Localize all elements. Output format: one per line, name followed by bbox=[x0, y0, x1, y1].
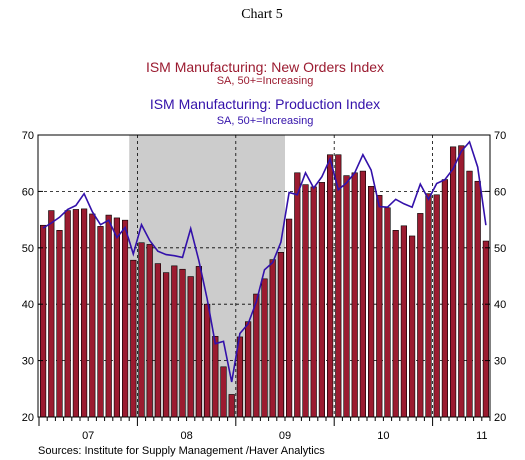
new-orders-bar bbox=[441, 179, 449, 418]
new-orders-bar bbox=[39, 224, 47, 418]
new-orders-bar bbox=[343, 175, 350, 418]
new-orders-bar bbox=[220, 366, 227, 418]
new-orders-bar bbox=[97, 226, 104, 418]
new-orders-bar bbox=[449, 146, 457, 418]
new-orders-bar bbox=[458, 145, 465, 418]
y-tick-label-right: 70 bbox=[494, 130, 506, 142]
new-orders-bar bbox=[163, 272, 170, 418]
y-tick-label-right: 50 bbox=[494, 243, 506, 255]
page-title: Chart 5 bbox=[241, 7, 283, 22]
new-orders-bar bbox=[294, 172, 301, 418]
new-orders-bar bbox=[376, 195, 383, 418]
new-orders-bar bbox=[269, 259, 276, 418]
new-orders-bar bbox=[48, 210, 55, 418]
new-orders-bar bbox=[367, 186, 375, 418]
new-orders-bar bbox=[351, 172, 358, 418]
x-tick-label: 07 bbox=[82, 430, 94, 442]
new-orders-bar bbox=[105, 214, 112, 418]
production-line bbox=[42, 140, 487, 383]
series-1-title: ISM Manufacturing: New Orders Index bbox=[146, 59, 384, 75]
new-orders-bar bbox=[474, 180, 481, 418]
new-orders-bar bbox=[138, 242, 145, 418]
new-orders-bar bbox=[72, 209, 79, 418]
new-orders-bar bbox=[359, 170, 367, 418]
y-tick-label-left: 30 bbox=[22, 356, 34, 368]
y-tick-label-left: 60 bbox=[22, 186, 34, 198]
new-orders-bar bbox=[56, 230, 63, 418]
new-orders-bar bbox=[261, 278, 268, 418]
y-tick-label-right: 30 bbox=[494, 356, 506, 368]
new-orders-bar bbox=[285, 218, 293, 418]
new-orders-bar bbox=[81, 208, 88, 418]
new-orders-bar bbox=[400, 225, 408, 418]
series-1-subtitle: SA, 50+=Increasing bbox=[217, 75, 314, 87]
new-orders-bar bbox=[392, 230, 399, 418]
new-orders-bar bbox=[310, 186, 317, 418]
new-orders-bar bbox=[277, 252, 285, 418]
new-orders-bar bbox=[466, 170, 473, 418]
series-2-title: ISM Manufacturing: Production Index bbox=[150, 96, 380, 112]
new-orders-bar bbox=[179, 268, 186, 418]
new-orders-bar bbox=[154, 263, 162, 418]
new-orders-bar bbox=[113, 217, 120, 418]
new-orders-bar bbox=[482, 240, 490, 418]
series-2-subtitle: SA, 50+=Increasing bbox=[217, 115, 314, 127]
new-orders-bar bbox=[130, 259, 137, 418]
new-orders-bar bbox=[318, 182, 326, 418]
new-orders-bar bbox=[146, 244, 153, 418]
x-tick-label: 09 bbox=[279, 430, 291, 442]
x-tick-label: 11 bbox=[476, 430, 487, 442]
new-orders-bar bbox=[425, 193, 432, 418]
new-orders-bar bbox=[228, 394, 235, 418]
new-orders-bar bbox=[326, 154, 334, 418]
plot-area: 20 20 30 30 40 40 50 50 60 60 70 70 07 08 09 10 11 bbox=[22, 130, 507, 442]
plot-frame bbox=[37, 134, 491, 418]
y-tick-label-right: 40 bbox=[494, 299, 506, 311]
x-tick-label: 10 bbox=[377, 430, 389, 442]
new-orders-bar bbox=[417, 213, 424, 418]
y-tick-label-right: 60 bbox=[494, 186, 506, 198]
new-orders-bar bbox=[204, 303, 211, 418]
new-orders-bar bbox=[212, 336, 219, 418]
y-tick-label-left: 20 bbox=[22, 412, 34, 424]
new-orders-bar bbox=[187, 276, 194, 418]
new-orders-bar bbox=[253, 293, 260, 418]
y-tick-label-left: 40 bbox=[22, 299, 34, 311]
new-orders-bar bbox=[171, 265, 178, 418]
source-note: Sources: Institute for Supply Management… bbox=[38, 445, 325, 457]
new-orders-bar bbox=[89, 213, 96, 418]
x-tick-label: 08 bbox=[180, 430, 192, 442]
new-orders-bar bbox=[384, 207, 391, 418]
new-orders-bar bbox=[245, 321, 252, 418]
y-tick-label-left: 50 bbox=[22, 243, 34, 255]
new-orders-bar bbox=[433, 194, 440, 418]
y-tick-label-right: 20 bbox=[494, 412, 506, 424]
new-orders-bar bbox=[122, 219, 129, 418]
new-orders-bar bbox=[195, 266, 203, 418]
new-orders-bar bbox=[335, 154, 342, 418]
new-orders-bar bbox=[408, 235, 416, 418]
y-tick-label-left: 70 bbox=[22, 130, 34, 142]
new-orders-bar bbox=[302, 184, 309, 418]
new-orders-bar bbox=[64, 210, 71, 418]
